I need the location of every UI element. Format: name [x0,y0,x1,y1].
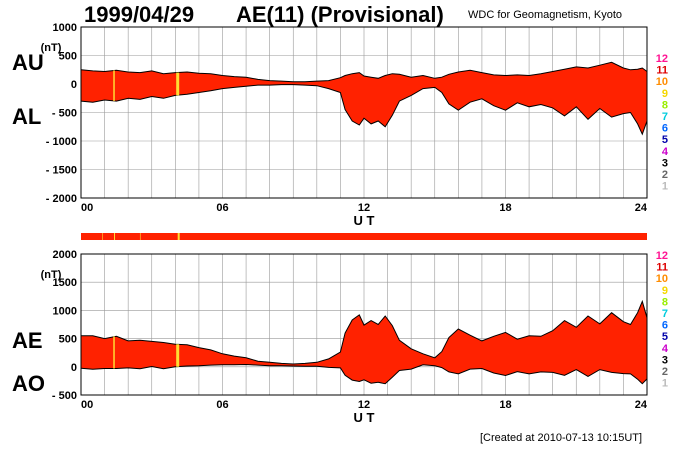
strip-marker [177,233,180,240]
legend-station-11: 11 [656,65,668,77]
series-line-ae [81,299,648,365]
series-line-au [80,61,648,83]
legend-station-2: 2 [662,169,668,181]
legend-station-9: 9 [662,285,668,297]
y-tick-label: - 500 [52,390,77,402]
legend-station-6: 6 [662,320,668,332]
series-band [81,301,647,384]
ao-label: AO [12,371,45,396]
x-tick-label: 12 [358,202,370,214]
strip-marker [114,233,116,240]
legend-station-12: 12 [656,53,668,65]
x-axis-label: U T [354,410,375,425]
source-label: WDC for Geomagnetism, Kyoto [468,9,623,21]
legend-station-7: 7 [662,308,668,320]
legend-station-11: 11 [656,262,668,274]
x-tick-label: 12 [358,399,370,411]
y-tick-label: - 1000 [46,136,77,148]
x-tick-label: 00 [81,202,93,214]
x-tick-label: 06 [216,399,228,411]
y-tick-label: 0 [71,362,77,374]
unit-label: (nT) [41,42,62,54]
legend-station-12: 12 [656,250,668,262]
series-line-al [80,84,648,136]
y-tick-label: 1000 [53,22,77,34]
y-tick-label: - 2000 [46,193,77,205]
plot-frame [80,253,648,396]
legend-station-3: 3 [662,354,668,366]
legend-station-8: 8 [662,99,668,111]
al-label: AL [12,104,42,129]
x-tick-label: 00 [81,399,93,411]
legend-station-1: 1 [662,378,668,390]
x-tick-label: 24 [635,202,648,214]
legend-station-4: 4 [662,343,669,355]
y-tick-label: 1000 [53,305,77,317]
created-timestamp: [Created at 2010-07-13 10:15UT] [480,432,643,444]
legend-station-8: 8 [662,296,668,308]
x-axis-label: U T [354,213,375,228]
station-coverage-strip [81,233,647,240]
legend-station-2: 2 [662,366,668,378]
legend-station-5: 5 [662,331,668,343]
y-tick-label: 1500 [53,277,77,289]
index-title: AE(11) (Provisional) [236,2,444,27]
x-tick-label: 18 [499,399,511,411]
legend-station-1: 1 [662,181,668,193]
legend-station-3: 3 [662,157,668,169]
legend-station-10: 10 [656,76,668,88]
x-tick-label: 06 [216,202,228,214]
y-tick-label: - 500 [52,108,77,120]
au-label: AU [12,50,44,75]
x-tick-label: 24 [635,399,648,411]
date-title: 1999/04/29 [84,2,195,27]
legend-station-4: 4 [662,146,669,158]
strip-marker [102,233,103,240]
strip-marker [139,233,141,240]
y-tick-label: 0 [71,79,77,91]
y-tick-label: 500 [59,51,77,63]
au-al-panel: 1000 500 0 - 500 - 1000 - 1500 - 2000 (nT) 00 06 1… [41,22,648,228]
series-band [81,62,647,135]
series-line-ao [80,363,648,385]
x-tick-label: 18 [499,202,511,214]
ae-label: AE [12,328,43,353]
legend-station-9: 9 [662,88,668,100]
y-tick-label: - 1500 [46,165,77,177]
legend-station-6: 6 [662,123,668,135]
unit-label: (nT) [41,269,62,281]
y-tick-label: 500 [59,334,77,346]
legend-station-5: 5 [662,134,668,146]
legend-station-10: 10 [656,273,668,285]
ae-ao-panel: 2000 1500 1000 500 0 - 500 (nT) 00 06 12 18 24 U T [41,249,648,425]
y-tick-label: 2000 [53,249,77,261]
plot-frame [80,26,648,199]
legend-station-7: 7 [662,111,668,123]
